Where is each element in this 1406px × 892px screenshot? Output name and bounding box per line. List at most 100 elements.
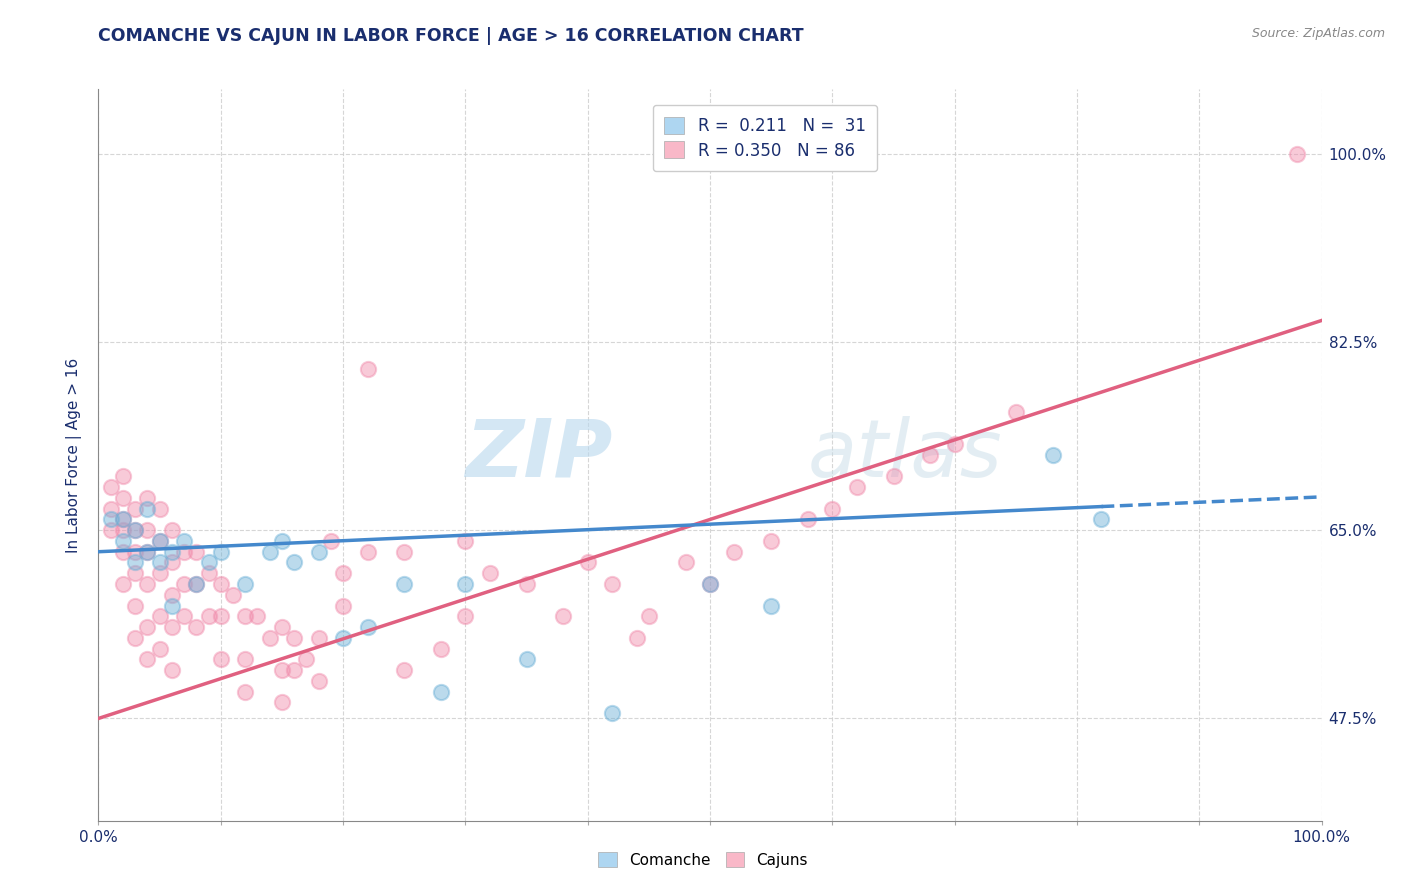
Point [295,652,318,666]
Point [430,684,453,698]
Point [197,566,219,581]
Point [111,523,134,537]
Point [124,523,146,537]
Point [356,362,378,376]
Point [553,609,575,624]
Point [356,620,378,634]
Point [308,673,330,688]
Point [1286,146,1309,161]
Point [332,599,354,613]
Point [160,523,183,537]
Point [149,641,172,656]
Point [761,533,783,548]
Point [149,501,172,516]
Point [675,556,697,570]
Point [197,556,219,570]
Point [124,523,146,537]
Point [209,609,232,624]
Point [883,469,905,483]
Point [124,599,146,613]
Point [332,631,354,645]
Point [160,556,183,570]
Point [1042,448,1064,462]
Point [392,663,416,677]
Point [356,545,378,559]
Point [638,609,661,624]
Point [149,533,172,548]
Point [100,480,122,494]
Point [233,684,256,698]
Point [943,437,966,451]
Point [723,545,745,559]
Point [111,491,134,505]
Text: Source: ZipAtlas.com: Source: ZipAtlas.com [1251,27,1385,40]
Point [149,609,172,624]
Point [699,577,721,591]
Y-axis label: In Labor Force | Age > 16: In Labor Force | Age > 16 [66,358,83,552]
Text: COMANCHE VS CAJUN IN LABOR FORCE | AGE > 16 CORRELATION CHART: COMANCHE VS CAJUN IN LABOR FORCE | AGE >… [98,27,804,45]
Point [160,599,183,613]
Point [454,577,477,591]
Point [761,599,783,613]
Point [283,631,305,645]
Point [283,663,305,677]
Point [160,620,183,634]
Point [124,556,146,570]
Point [270,695,294,709]
Point [1004,405,1026,419]
Point [136,545,159,559]
Point [136,545,159,559]
Point [699,577,721,591]
Point [478,566,501,581]
Point [124,631,146,645]
Point [600,706,623,720]
Point [111,512,134,526]
Point [920,448,942,462]
Point [160,588,183,602]
Point [136,577,159,591]
Point [186,577,208,591]
Point [149,556,172,570]
Point [319,533,342,548]
Point [149,533,172,548]
Text: atlas: atlas [808,416,1002,494]
Point [233,652,256,666]
Legend: Comanche, Cajuns: Comanche, Cajuns [591,844,815,875]
Point [576,556,599,570]
Point [845,480,868,494]
Point [454,533,477,548]
Point [454,609,477,624]
Point [270,533,294,548]
Point [136,620,159,634]
Point [173,577,195,591]
Point [136,491,159,505]
Point [160,663,183,677]
Point [100,501,122,516]
Point [600,577,623,591]
Point [626,631,648,645]
Point [430,641,453,656]
Point [197,609,219,624]
Point [111,533,134,548]
Point [173,533,195,548]
Point [186,545,208,559]
Point [1090,512,1112,526]
Point [100,523,122,537]
Legend: R =  0.211   N =  31, R = 0.350   N = 86: R = 0.211 N = 31, R = 0.350 N = 86 [652,105,877,171]
Text: ZIP: ZIP [465,416,612,494]
Point [111,512,134,526]
Point [124,566,146,581]
Point [270,620,294,634]
Point [233,609,256,624]
Point [173,609,195,624]
Point [173,545,195,559]
Point [124,501,146,516]
Point [111,545,134,559]
Point [136,523,159,537]
Point [797,512,820,526]
Point [136,652,159,666]
Point [259,545,281,559]
Point [515,577,537,591]
Point [308,631,330,645]
Point [222,588,245,602]
